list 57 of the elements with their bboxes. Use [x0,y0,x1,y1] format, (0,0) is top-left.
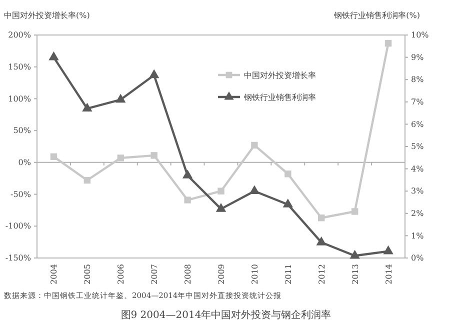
point [117,154,124,162]
y-tick-label: 200% [8,30,32,40]
y2-tick-label: 7% [411,97,424,106]
point [251,142,258,149]
y2-tick-label: 0% [411,254,424,263]
point [82,102,92,112]
y-tick-label: 100% [8,94,32,104]
legend-label: 中国对外投资增长率 [244,71,316,80]
point [50,153,58,160]
x-tick-label: 2013 [350,264,360,284]
y-tick-label: 50% [13,126,32,136]
x-tick-label: 2007 [150,264,160,284]
y-tick-label: 0% [18,158,32,167]
point [318,214,325,222]
point [84,176,91,184]
y2-tick-label: 10% [411,30,430,40]
x-tick-label: 2010 [250,264,260,284]
x-tick-label: 2011 [284,264,293,284]
point [116,94,126,103]
y2-tick-label: 3% [411,186,424,196]
point [184,196,191,204]
point [383,245,394,254]
y-tick-label: -100% [5,222,32,231]
point [316,236,326,246]
legend-label: 钢铁行业销售利润率 [243,93,316,102]
point [216,203,226,212]
x-tick-label: 2005 [83,264,92,284]
point [148,69,160,78]
point [182,170,193,178]
point [48,51,59,60]
y-tick-label: -50% [10,190,32,199]
y2-tick-label: 6% [411,120,424,129]
y2-tick-label: 8% [411,75,424,84]
point [350,250,360,259]
point [351,208,358,215]
point [284,170,292,178]
point [150,152,158,159]
point [249,185,260,194]
y2-tick-label: 2% [411,208,424,218]
text: 图9 2004—2014年中国对外投资与钢企利润率 [120,309,332,321]
point [282,198,294,208]
x-tick-label: 2004 [50,264,59,284]
y2-tick-label: 4% [411,164,424,174]
y-tick-label: 150% [8,62,32,72]
y-axis-title: 中国对外投资增长率(%) [4,11,90,20]
x-tick-label: 2012 [317,264,326,284]
y2-tick-label: 1% [411,231,424,240]
x-tick-label: 2006 [116,264,126,284]
point [384,40,392,47]
x-tick-label: 2008 [184,264,193,284]
x-tick-label: 2014 [384,264,394,284]
point [218,188,224,194]
x-tick-label: 2009 [217,264,226,284]
y2-tick-label: 9% [411,52,424,62]
y2-axis-title: 钢铁行业销售利润率(%) [333,11,420,20]
y2-tick-label: 5% [411,142,424,152]
y-tick-label: -150% [5,254,32,263]
